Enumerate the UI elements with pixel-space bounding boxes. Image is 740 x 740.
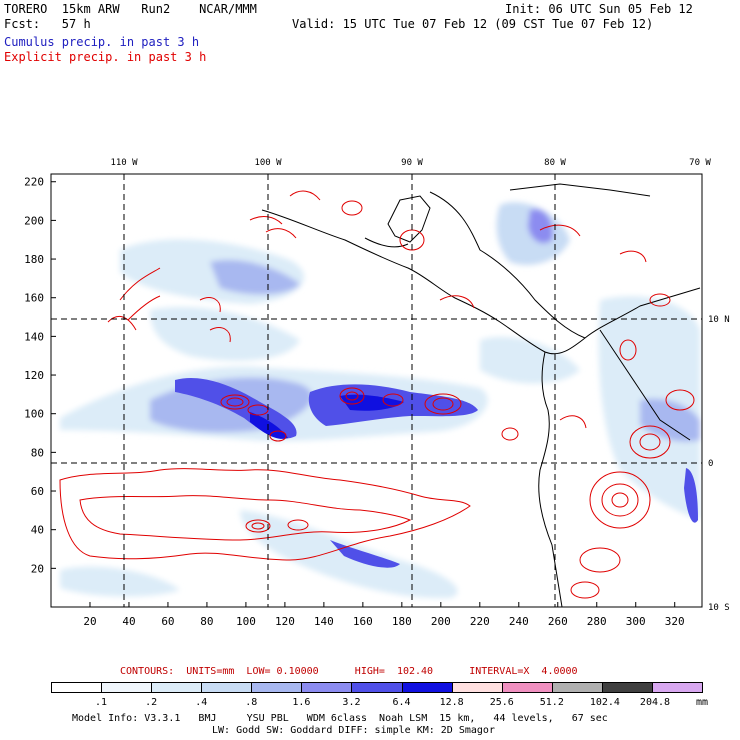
legend-swatch (101, 682, 153, 693)
contours-info: CONTOURS: UNITS=mm LOW= 0.10000 HIGH= 10… (120, 666, 578, 677)
legend-swatch (301, 682, 353, 693)
legend-value-label: 102.4 (589, 697, 620, 708)
x-tick-label: 100 (236, 615, 256, 628)
x-tick-label: 280 (587, 615, 607, 628)
x-index-ticks: 20 40 60 80 100 120 140 160 180 200 220 240 260 280 30… (83, 602, 685, 628)
lon-label-110w: 110 W (110, 158, 138, 168)
x-tick-label: 200 (431, 615, 451, 628)
x-tick-label: 220 (470, 615, 490, 628)
y-tick-label: 180 (24, 253, 44, 266)
x-tick-label: 40 (122, 615, 135, 628)
y-tick-label: 120 (24, 369, 44, 382)
legend-swatch (601, 682, 653, 693)
y-tick-label: 80 (31, 446, 44, 459)
lon-label-80w: 80 W (544, 158, 566, 168)
model-title: TORERO 15km ARW Run2 NCAR/MMM (4, 2, 257, 16)
legend-swatch (551, 682, 603, 693)
y-tick-label: 40 (31, 524, 44, 537)
y-tick-label: 220 (24, 176, 44, 189)
legend-value-label: 6.4 (392, 697, 411, 708)
forecast-hour: Fcst: 57 h (4, 17, 91, 31)
legend-value-label: .1 (95, 697, 108, 708)
model-info-line2: LW: Godd SW: Goddard DIFF: simple KM: 2D… (212, 725, 495, 736)
x-tick-label: 20 (83, 615, 96, 628)
cumulus-shading (60, 202, 700, 599)
y-tick-label: 160 (24, 292, 44, 305)
model-info-line1: Model Info: V3.3.1 BMJ YSU PBL WDM 6clas… (72, 713, 608, 724)
lon-label-70w: 70 W (689, 158, 711, 168)
legend-value-label: 51.2 (539, 697, 564, 708)
legend-swatch (401, 682, 453, 693)
x-tick-label: 180 (392, 615, 412, 628)
x-tick-label: 260 (548, 615, 568, 628)
lon-label-100w: 100 W (254, 158, 282, 168)
cumulus-precip-label: Cumulus precip. in past 3 h (4, 35, 200, 49)
valid-time: Valid: 15 UTC Tue 07 Feb 12 (09 CST Tue … (292, 17, 654, 31)
legend-swatch (201, 682, 253, 693)
legend-value-label: 204.8 (639, 697, 671, 708)
x-tick-label: 120 (275, 615, 295, 628)
lat-label-10s: 10 S (708, 603, 730, 613)
lat-label-10n: 10 N (708, 315, 730, 325)
y-tick-label: 20 (31, 562, 44, 575)
legend-swatch (151, 682, 203, 693)
x-tick-label: 320 (665, 615, 685, 628)
legend-value-label: .2 (145, 697, 158, 708)
lat-label-eq: 0 (708, 459, 713, 469)
latlon-grid (51, 174, 702, 607)
y-index-ticks: 20 40 60 80 100 120 140 160 180 200 220 (24, 176, 56, 575)
legend-unit: mm (696, 697, 709, 708)
explicit-precip-label: Explicit precip. in past 3 h (4, 50, 207, 64)
x-tick-label: 300 (626, 615, 646, 628)
x-tick-label: 60 (161, 615, 174, 628)
legend-value-label: 25.6 (489, 697, 514, 708)
x-tick-label: 140 (314, 615, 334, 628)
legend-value-label: 1.6 (292, 697, 311, 708)
y-tick-label: 60 (31, 485, 44, 498)
y-tick-label: 200 (24, 214, 44, 227)
legend-swatch (651, 682, 703, 693)
legend-swatch (51, 682, 103, 693)
x-tick-label: 240 (509, 615, 529, 628)
legend-value-label: .4 (195, 697, 208, 708)
lon-label-90w: 90 W (401, 158, 423, 168)
init-time: Init: 06 UTC Sun 05 Feb 12 (505, 2, 693, 16)
plot-frame (50, 173, 703, 608)
legend-swatch (251, 682, 303, 693)
legend-swatch (451, 682, 503, 693)
legend-swatch (501, 682, 553, 693)
legend-swatch (351, 682, 403, 693)
x-tick-label: 80 (200, 615, 213, 628)
legend-value-label: 12.8 (439, 697, 464, 708)
y-tick-label: 140 (24, 330, 44, 343)
explicit-contours (59, 190, 695, 599)
precip-field (60, 202, 700, 599)
x-tick-label: 160 (353, 615, 373, 628)
legend-value-label: 3.2 (342, 697, 361, 708)
legend-value-label: .8 (245, 697, 258, 708)
y-tick-label: 100 (24, 408, 44, 421)
